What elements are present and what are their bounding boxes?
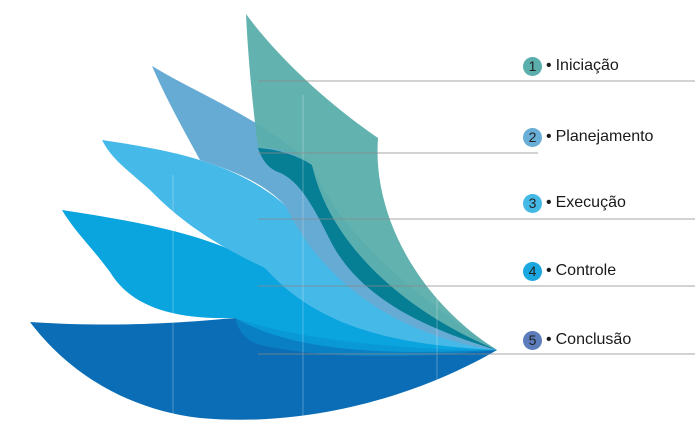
step-label-text: Iniciação	[555, 57, 619, 74]
step-label-text: Controle	[555, 262, 617, 279]
step-number-badge: 5	[523, 330, 542, 350]
bullet-icon: •	[546, 194, 552, 211]
leaf-overlap-lower	[235, 318, 497, 357]
step-controle: 4 • Controle	[523, 260, 616, 282]
step-conclusao: 5 • Conclusão	[523, 329, 631, 351]
bullet-icon: •	[546, 331, 552, 348]
step-number-badge: 1	[523, 56, 542, 76]
bullet-icon: •	[546, 262, 552, 279]
bullet-icon: •	[546, 128, 552, 145]
step-planejamento: 2 • Planejamento	[523, 126, 653, 148]
bullet-icon: •	[546, 57, 552, 74]
leaf-overlap	[258, 148, 497, 350]
step-number-badge: 2	[523, 127, 542, 147]
step-iniciacao: 1 • Iniciação	[523, 55, 619, 77]
step-number-badge: 4	[523, 261, 542, 281]
step-number-badge: 3	[523, 193, 542, 213]
step-execucao: 3 • Execução	[523, 192, 626, 214]
step-label: • Conclusão	[546, 331, 631, 349]
step-label-text: Conclusão	[555, 331, 632, 348]
step-label: • Controle	[546, 262, 616, 280]
step-label: • Iniciação	[546, 57, 619, 75]
step-label: • Execução	[546, 194, 626, 212]
guide-lines	[258, 80, 695, 355]
vertical-grid	[172, 95, 438, 428]
step-label-text: Planejamento	[555, 128, 654, 145]
step-label: • Planejamento	[546, 128, 653, 146]
step-label-text: Execução	[555, 194, 626, 211]
leaf-iniciacao	[246, 14, 497, 350]
